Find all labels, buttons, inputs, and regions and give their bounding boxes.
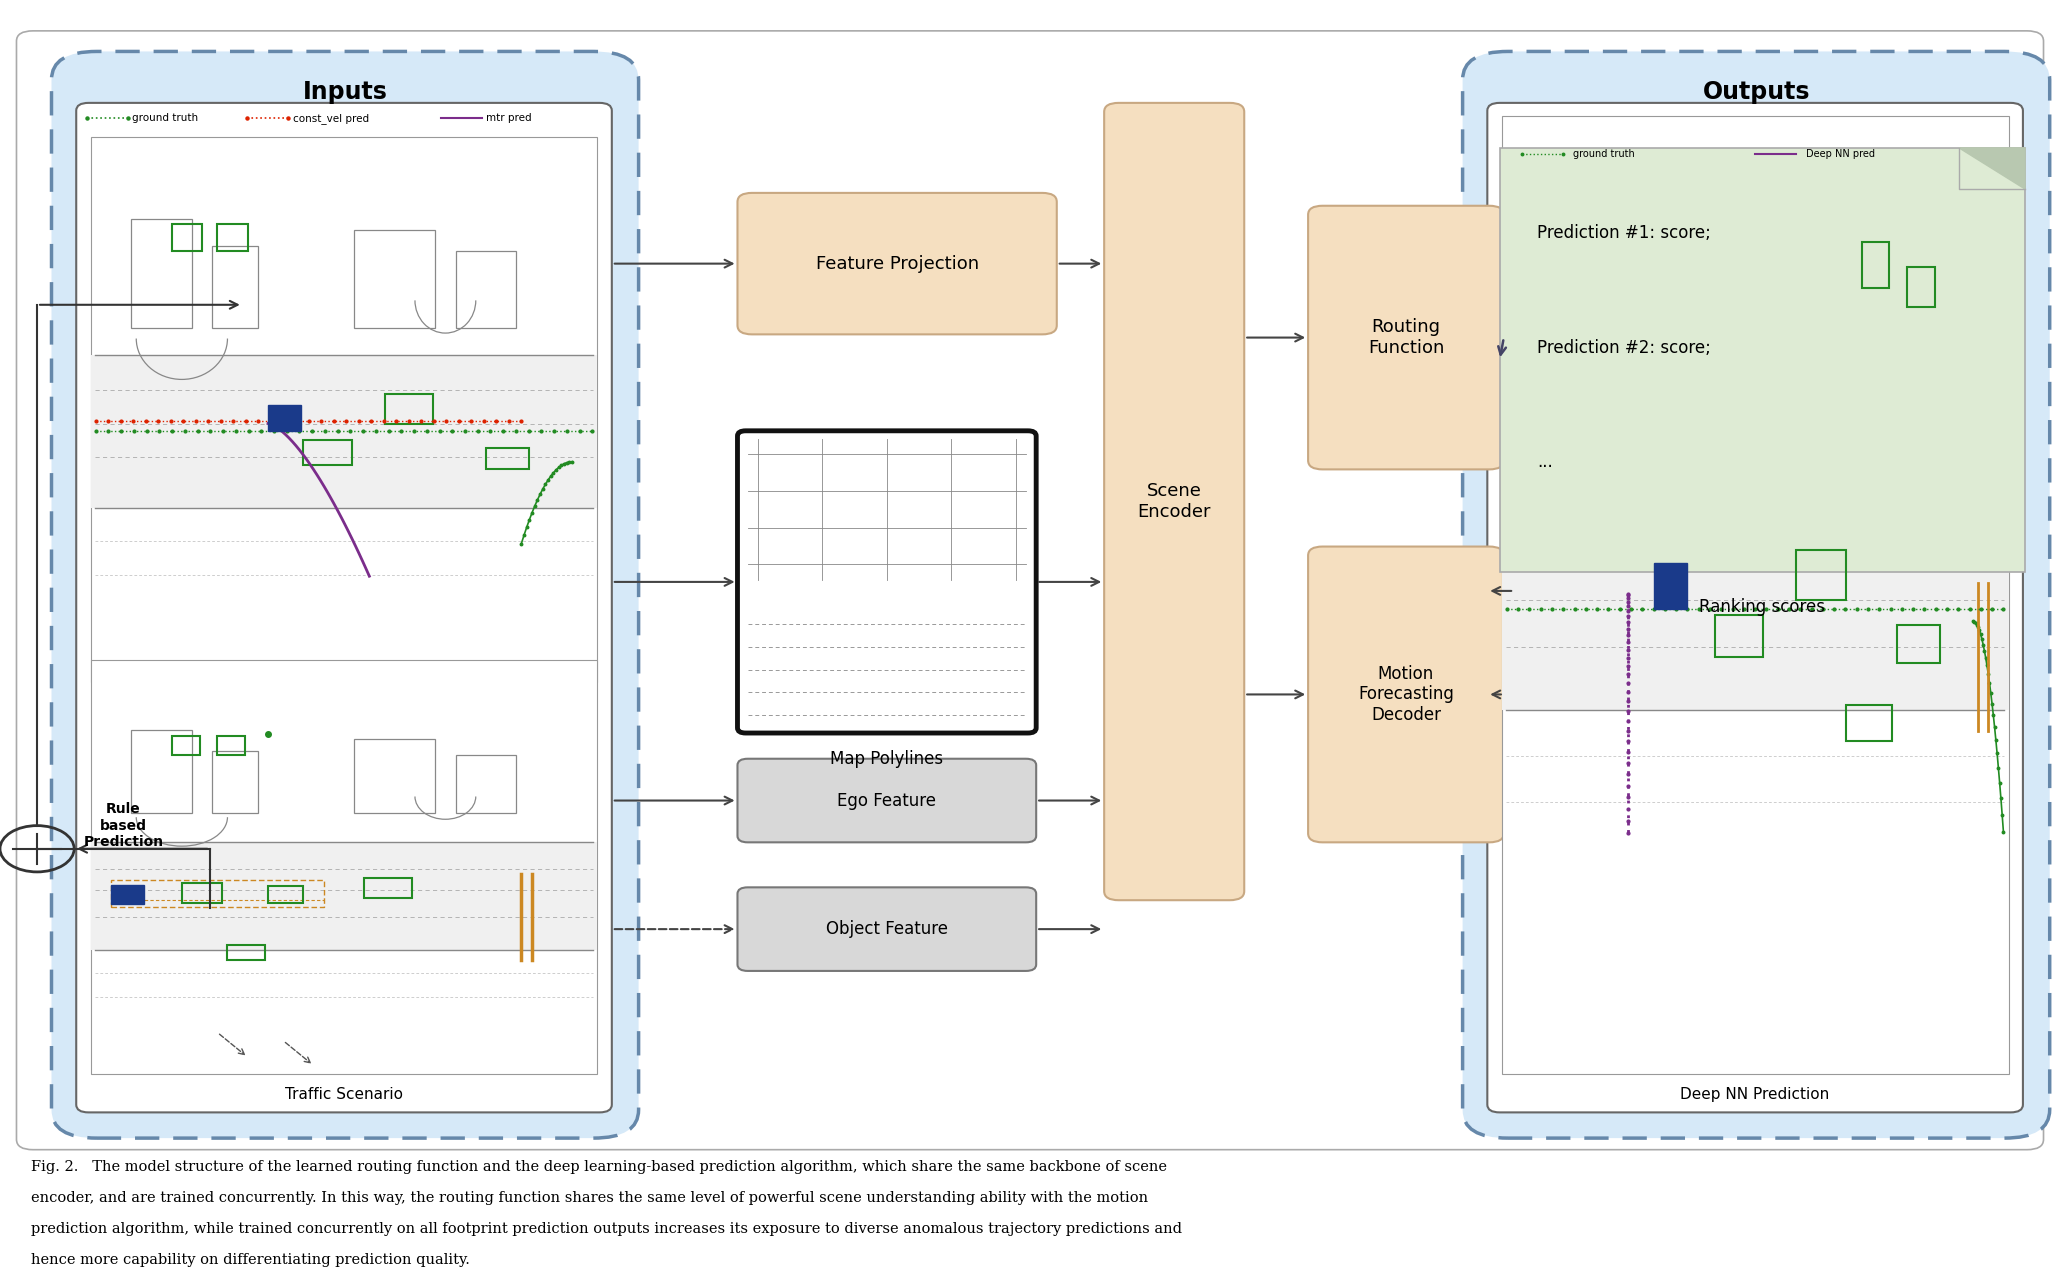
Text: Inputs: Inputs [303, 80, 387, 104]
Text: Feature Projection: Feature Projection [816, 255, 978, 273]
Bar [1654, 562, 1687, 608]
Bar [303, 440, 352, 464]
Text: Ranking scores: Ranking scores [1700, 598, 1825, 616]
FancyBboxPatch shape [1487, 103, 2023, 1112]
Bar [455, 755, 517, 813]
Bar [385, 394, 433, 423]
FancyBboxPatch shape [1104, 103, 1244, 900]
Bar [91, 355, 597, 508]
Text: hence more capability on differentiating prediction quality.: hence more capability on differentiating… [31, 1253, 470, 1267]
Bar [132, 219, 192, 328]
FancyBboxPatch shape [52, 51, 639, 1138]
FancyBboxPatch shape [737, 431, 1036, 733]
Bar [1846, 705, 1891, 741]
Bar [1897, 625, 1941, 664]
Polygon shape [1959, 148, 2025, 189]
Text: Traffic Scenario: Traffic Scenario [284, 1087, 404, 1102]
Bar [1502, 499, 2008, 710]
Bar [354, 229, 435, 328]
Bar [91, 660, 597, 1074]
Bar [1908, 267, 1934, 307]
Bar [1765, 279, 1846, 451]
Bar [212, 246, 258, 328]
FancyBboxPatch shape [1308, 206, 1504, 469]
Text: Prediction #1: score;: Prediction #1: score; [1537, 224, 1710, 242]
Bar [1502, 116, 2008, 1074]
Bar [354, 738, 435, 813]
Bar [216, 737, 245, 755]
FancyBboxPatch shape [737, 759, 1036, 842]
Bar [268, 886, 303, 903]
Bar [216, 224, 247, 251]
Text: Outputs: Outputs [1702, 80, 1811, 104]
FancyBboxPatch shape [76, 103, 612, 1112]
Text: encoder, and are trained concurrently. In this way, the routing function shares : encoder, and are trained concurrently. I… [31, 1191, 1147, 1205]
Text: Object Feature: Object Feature [826, 921, 948, 937]
Text: ...: ... [1537, 454, 1553, 472]
Bar [1543, 260, 1603, 451]
Bar [1796, 550, 1846, 601]
Text: mtr pred: mtr pred [486, 113, 531, 123]
Bar [1714, 615, 1763, 657]
Text: Rule
based
Prediction: Rule based Prediction [84, 802, 163, 849]
Text: Fig. 2.   The model structure of the learned routing function and the deep learn: Fig. 2. The model structure of the learn… [31, 1160, 1166, 1174]
FancyBboxPatch shape [1463, 51, 2050, 1138]
Text: Scene
Encoder: Scene Encoder [1137, 482, 1211, 521]
Bar [1862, 242, 1889, 288]
Bar [171, 737, 200, 755]
Text: Map Polylines: Map Polylines [830, 750, 943, 768]
Bar [212, 751, 258, 813]
Bar [111, 885, 144, 904]
Text: Ego Feature: Ego Feature [836, 792, 937, 809]
Text: Motion
Forecasting
Decoder: Motion Forecasting Decoder [1358, 665, 1454, 724]
Text: ground truth: ground truth [1572, 149, 1634, 159]
Text: Routing
Function: Routing Function [1368, 318, 1444, 358]
Bar [227, 945, 266, 961]
Bar [181, 883, 222, 903]
Text: Deep NN pred: Deep NN pred [1807, 149, 1875, 159]
Text: const_vel pred: const_vel pred [293, 113, 369, 123]
Text: Prediction #2: score;: Prediction #2: score; [1537, 338, 1710, 356]
Bar [171, 224, 202, 251]
Bar [111, 880, 323, 907]
FancyBboxPatch shape [737, 887, 1036, 971]
Bar [268, 405, 301, 431]
Bar [91, 136, 597, 682]
Bar [455, 251, 517, 328]
Bar [1883, 316, 1932, 451]
Text: Deep NN Prediction: Deep NN Prediction [1681, 1087, 1829, 1102]
Bar [91, 842, 597, 949]
FancyBboxPatch shape [1500, 148, 2025, 572]
FancyBboxPatch shape [1308, 547, 1504, 842]
FancyBboxPatch shape [737, 193, 1057, 334]
Bar [132, 730, 192, 813]
Bar [486, 448, 529, 469]
Text: prediction algorithm, while trained concurrently on all footprint prediction out: prediction algorithm, while trained conc… [31, 1222, 1182, 1236]
Bar [365, 878, 412, 898]
Bar [1623, 298, 1669, 451]
Text: ground truth: ground truth [132, 113, 198, 123]
